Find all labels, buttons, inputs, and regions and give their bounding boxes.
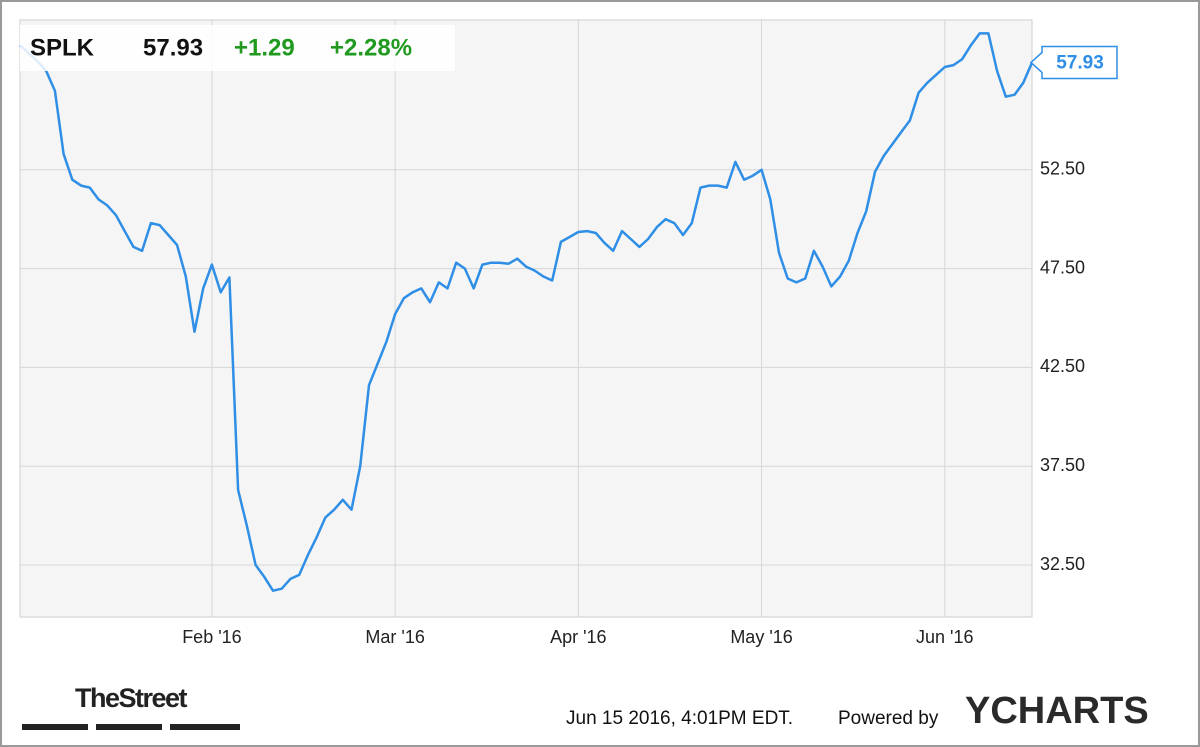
y-tick-label: 52.50 [1040,159,1085,179]
y-tick-label: 32.50 [1040,554,1085,574]
brand-logo: YCHARTS [965,690,1149,732]
y-tick-label: 42.50 [1040,356,1085,376]
plot-area [19,19,1033,618]
y-tick-label: 47.50 [1040,257,1085,277]
price-line [19,32,1034,592]
powered-by: Powered by [838,708,939,729]
timestamp: Jun 15 2016, 4:01PM EDT. [566,708,793,729]
price: 57.93 [143,34,203,61]
last-value-callout [1029,45,1118,80]
header-box [20,25,455,71]
ticker: SPLK [30,34,95,61]
change-pct: +2.28% [330,34,412,61]
source-logo: TheStreet [75,683,188,713]
x-tick-label: Jun '16 [916,627,973,647]
x-tick-label: Apr '16 [550,627,606,647]
logo-bar [22,724,88,730]
x-tick-label: Mar '16 [365,627,424,647]
y-tick-label: 37.50 [1040,455,1085,475]
x-tick-label: May '16 [730,627,792,647]
change: +1.29 [234,34,295,61]
logo-bar [170,724,240,730]
x-tick-label: Feb '16 [182,627,241,647]
logo-bar [96,724,162,730]
last-value-label: 57.93 [1056,53,1104,74]
